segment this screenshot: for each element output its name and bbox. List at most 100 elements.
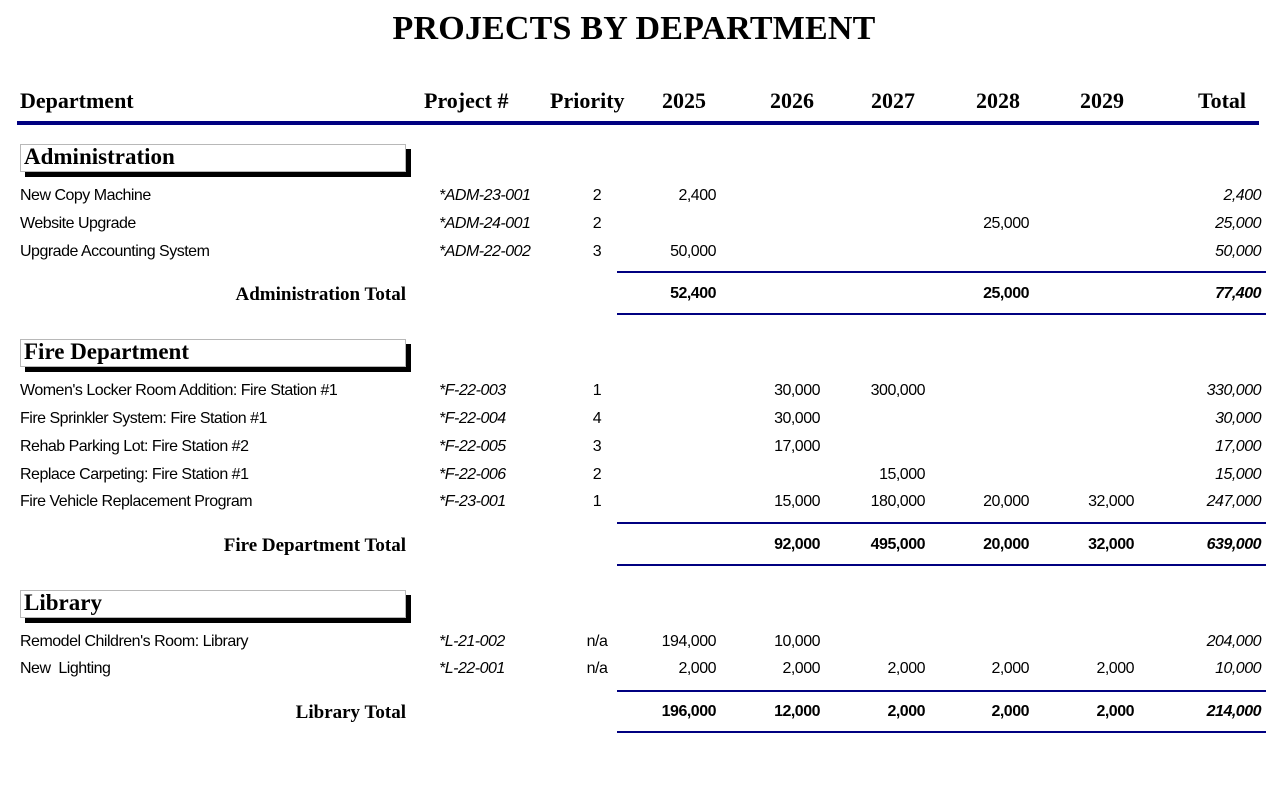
table-row: Women's Locker Room Addition: Fire Stati… (0, 380, 1284, 402)
subtotal-2026: 12,000 (774, 703, 820, 720)
subtotal-2027: 495,000 (870, 536, 926, 553)
table-row: Fire Sprinkler System: Fire Station #1 *… (0, 408, 1284, 430)
amount-total: 204,000 (1206, 633, 1262, 650)
subtotal-total: 214,000 (1206, 703, 1262, 720)
subtotal-2029: 32,000 (1088, 536, 1134, 553)
table-row: Website Upgrade *ADM-24-001 2 25,000 25,… (0, 213, 1284, 235)
amount-total: 10,000 (1215, 660, 1261, 677)
section-title: Administration (24, 144, 175, 169)
header-2025: 2025 (662, 88, 706, 113)
subtotal-total: 639,000 (1206, 536, 1262, 553)
section-header-box: Library (20, 590, 406, 618)
amount-total: 330,000 (1206, 382, 1262, 399)
project-number: *F-23-001 (439, 493, 506, 510)
amount-2027: 300,000 (870, 382, 926, 399)
header-priority: Priority (550, 88, 625, 113)
subtotal-rule-bottom (617, 564, 1266, 566)
priority: 1 (592, 493, 602, 510)
subtotal-2025: 196,000 (661, 703, 717, 720)
priority: n/a (586, 660, 608, 677)
project-number: *F-22-005 (439, 438, 506, 455)
priority: 2 (592, 466, 602, 483)
subtotal-rule-top (617, 271, 1266, 273)
amount-2029: 32,000 (1088, 493, 1134, 510)
amount-2026: 17,000 (774, 438, 820, 455)
priority: 3 (592, 438, 602, 455)
table-row: Replace Carpeting: Fire Station #1 *F-22… (0, 464, 1284, 486)
amount-total: 247,000 (1206, 493, 1262, 510)
project-name: Remodel Children's Room: Library (20, 633, 249, 650)
subtotal-label: Fire Department Total (223, 535, 406, 556)
project-name: Fire Vehicle Replacement Program (20, 493, 253, 510)
project-number: *ADM-24-001 (439, 215, 531, 232)
amount-2026: 30,000 (774, 410, 820, 427)
amount-2028: 2,000 (991, 660, 1029, 677)
subtotal-2025: 52,400 (670, 285, 716, 302)
subtotal-2028: 20,000 (983, 536, 1029, 553)
project-number: *L-22-001 (439, 660, 505, 677)
amount-2025: 50,000 (670, 243, 716, 260)
subtotal-2027: 2,000 (887, 703, 925, 720)
amount-total: 50,000 (1215, 243, 1261, 260)
project-name: Rehab Parking Lot: Fire Station #2 (20, 438, 249, 455)
priority: 1 (592, 382, 602, 399)
table-row: Upgrade Accounting System *ADM-22-002 3 … (0, 241, 1284, 263)
subtotal-total: 77,400 (1215, 285, 1261, 302)
header-total: Total (1197, 88, 1247, 113)
header-2028: 2028 (976, 88, 1020, 113)
table-row: New Copy Machine *ADM-23-001 2 2,400 2,4… (0, 185, 1284, 207)
priority: 2 (592, 187, 602, 204)
section-header-box: Administration (20, 144, 406, 172)
subtotal-row: Fire Department Total 92,000 495,000 20,… (0, 534, 1284, 556)
amount-2029: 2,000 (1096, 660, 1134, 677)
project-number: *F-22-003 (439, 382, 506, 399)
amount-total: 30,000 (1215, 410, 1261, 427)
project-number: *F-22-004 (439, 410, 506, 427)
subtotal-label: Library Total (295, 702, 406, 723)
subtotal-rule-top (617, 690, 1266, 692)
project-number: *F-22-006 (439, 466, 506, 483)
project-number: *ADM-23-001 (439, 187, 531, 204)
project-number: *ADM-22-002 (439, 243, 531, 260)
subtotal-row: Library Total 196,000 12,000 2,000 2,000… (0, 701, 1284, 723)
subtotal-rule-bottom (617, 313, 1266, 315)
subtotal-rule-top (617, 522, 1266, 524)
subtotal-2028: 25,000 (983, 285, 1029, 302)
amount-2027: 15,000 (879, 466, 925, 483)
subtotal-2026: 92,000 (774, 536, 820, 553)
priority: n/a (586, 633, 608, 650)
subtotal-row: Administration Total 52,400 25,000 77,40… (0, 283, 1284, 305)
amount-total: 17,000 (1215, 438, 1261, 455)
header-2027: 2027 (871, 88, 915, 113)
page-title: PROJECTS BY DEPARTMENT (392, 10, 876, 47)
table-row: New Lighting *L-22-001 n/a 2,000 2,000 2… (0, 658, 1284, 680)
project-name: Replace Carpeting: Fire Station #1 (20, 466, 249, 483)
header-project-number: Project # (424, 88, 509, 113)
table-row: Remodel Children's Room: Library *L-21-0… (0, 631, 1284, 653)
subtotal-label: Administration Total (235, 284, 406, 305)
project-name: Fire Sprinkler System: Fire Station #1 (20, 410, 267, 427)
priority: 3 (592, 243, 602, 260)
section-title: Library (24, 590, 102, 615)
amount-total: 25,000 (1215, 215, 1261, 232)
project-name: New Lighting (20, 660, 111, 677)
amount-2026: 30,000 (774, 382, 820, 399)
priority: 2 (592, 215, 602, 232)
section-header-box: Fire Department (20, 339, 406, 367)
amount-2026: 15,000 (774, 493, 820, 510)
amount-2027: 2,000 (887, 660, 925, 677)
table-row: Fire Vehicle Replacement Program *F-23-0… (0, 491, 1284, 513)
header-divider (17, 121, 1259, 125)
amount-2025: 2,000 (678, 660, 716, 677)
amount-2025: 194,000 (661, 633, 717, 650)
project-name: Upgrade Accounting System (20, 243, 210, 260)
amount-2025: 2,400 (678, 187, 716, 204)
header-2029: 2029 (1080, 88, 1124, 113)
subtotal-2028: 2,000 (991, 703, 1029, 720)
amount-2026: 2,000 (782, 660, 820, 677)
table-row: Rehab Parking Lot: Fire Station #2 *F-22… (0, 436, 1284, 458)
amount-2028: 25,000 (983, 215, 1029, 232)
section-title: Fire Department (24, 339, 189, 364)
amount-total: 15,000 (1215, 466, 1261, 483)
subtotal-rule-bottom (617, 731, 1266, 733)
